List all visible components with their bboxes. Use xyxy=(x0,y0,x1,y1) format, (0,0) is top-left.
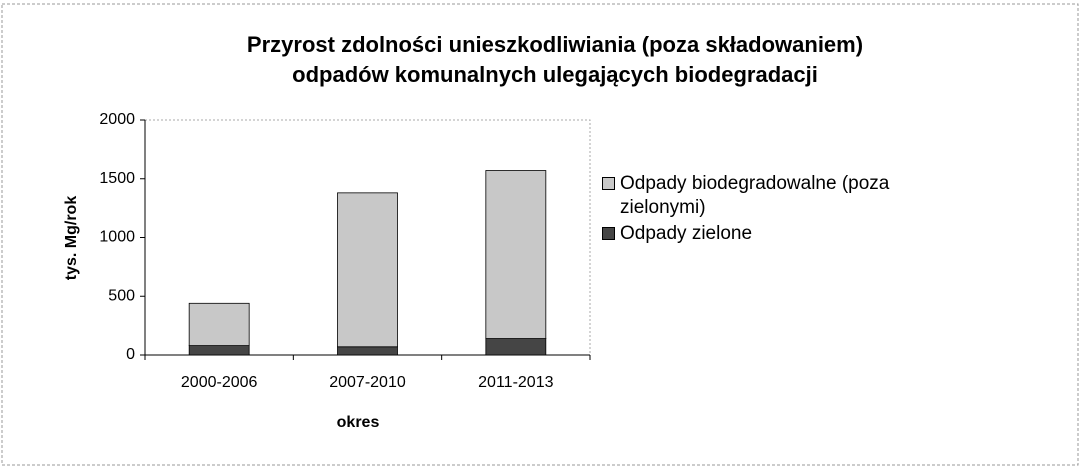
y-tick-label: 0 xyxy=(126,346,135,363)
x-tick-label: 2007-2010 xyxy=(329,374,406,391)
x-tick-label: 2000-2006 xyxy=(181,374,258,391)
legend-swatch xyxy=(602,227,615,240)
x-axis-label: okres xyxy=(337,414,380,431)
legend-item: Odpady biodegradowalne (poza zielonymi) xyxy=(600,172,900,220)
legend: Odpady biodegradowalne (poza zielonymi) O… xyxy=(600,172,900,248)
x-tick-label: 2011-2013 xyxy=(478,374,553,391)
legend-swatch xyxy=(602,177,615,190)
bar-segment xyxy=(188,345,250,356)
y-tick-label: 1500 xyxy=(99,170,135,187)
y-tick-label: 2000 xyxy=(99,111,135,128)
chart-title: odpadów komunalnych ulegających biodegra… xyxy=(292,62,818,87)
legend-label: Odpady biodegradowalne (poza zielonymi) xyxy=(620,173,890,218)
bar-segment xyxy=(337,346,398,356)
legend-item: Odpady zielone xyxy=(600,222,900,246)
y-tick-label: 1000 xyxy=(99,229,135,246)
y-axis-label: tys. Mg/rok xyxy=(63,196,80,281)
legend-label: Odpady zielone xyxy=(620,223,753,244)
y-tick-label: 500 xyxy=(108,287,135,304)
chart-title: Przyrost zdolności unieszkodliwiania (po… xyxy=(247,32,863,57)
bar-segment xyxy=(188,302,250,346)
chart-frame xyxy=(1,3,1079,466)
bar-segment xyxy=(485,170,547,339)
bar-segment xyxy=(337,192,398,348)
bar-segment xyxy=(485,338,547,356)
